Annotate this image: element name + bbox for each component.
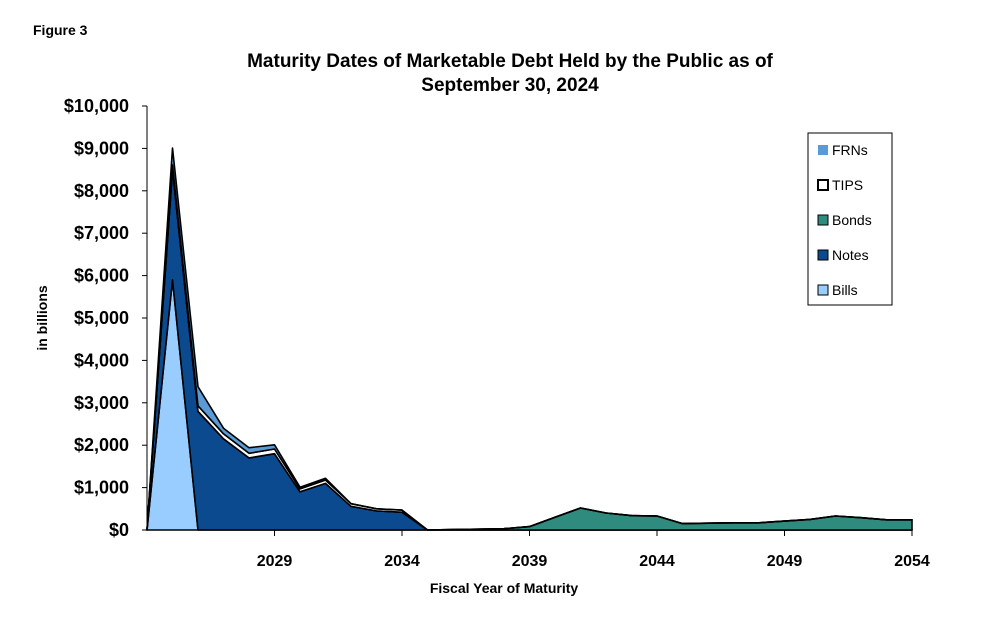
legend-label-frns: FRNs	[832, 142, 868, 158]
legend-swatch-notes	[817, 249, 829, 261]
y-tick-label: $10,000	[64, 96, 129, 116]
x-tick-label: 2054	[894, 553, 930, 570]
chart-title-line-1: Maturity Dates of Marketable Debt Held b…	[247, 51, 773, 72]
y-tick-label: $6,000	[74, 266, 129, 286]
y-tick-label: $5,000	[74, 308, 129, 328]
x-tick-label: 2044	[639, 553, 675, 570]
figure-label: Figure 3	[33, 22, 88, 38]
stacked-areas	[146, 147, 913, 531]
legend-swatch-bills	[817, 284, 829, 296]
legend-label-bonds: Bonds	[832, 212, 872, 228]
x-tick-label: 2029	[257, 553, 293, 570]
y-tick-label: $3,000	[74, 393, 129, 413]
y-tick-label: $7,000	[74, 223, 129, 243]
legend-swatch-frns	[818, 145, 828, 155]
legend: FRNs TIPS Bonds Notes Bills	[807, 132, 893, 306]
legend-label-tips: TIPS	[832, 177, 863, 193]
legend-swatch-bonds	[817, 214, 829, 226]
x-tick-label: 2039	[512, 553, 548, 570]
area-frns	[146, 147, 913, 531]
y-tick-label: $2,000	[74, 435, 129, 455]
x-axis-ticks: 2029 2034 2039 2044 2049 2054	[257, 530, 930, 570]
y-tick-label: $1,000	[74, 478, 129, 498]
legend-swatch-tips	[817, 179, 829, 191]
y-tick-label: $9,000	[74, 138, 129, 158]
y-tick-label: $0	[109, 520, 129, 540]
area-notes	[146, 168, 913, 531]
legend-label-notes: Notes	[832, 247, 869, 263]
x-tick-label: 2049	[767, 553, 803, 570]
chart-title-line-2: September 30, 2024	[421, 75, 599, 96]
y-tick-label: $4,000	[74, 350, 129, 370]
x-tick-label: 2034	[384, 553, 420, 570]
chart-title: Maturity Dates of Marketable Debt Held b…	[160, 50, 860, 98]
y-tick-label: $8,000	[74, 181, 129, 201]
x-axis-title: Fiscal Year of Maturity	[430, 580, 579, 596]
legend-label-bills: Bills	[832, 282, 858, 298]
y-axis-title: in billions	[34, 285, 50, 351]
y-axis-ticks: $0 $1,000 $2,000 $3,000 $4,000 $5,000 $6,000 $7…	[64, 96, 147, 540]
